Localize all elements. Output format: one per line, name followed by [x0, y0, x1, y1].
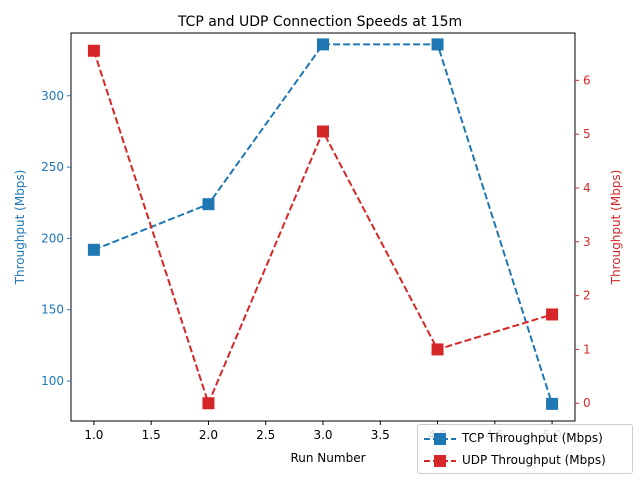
x-tick-label: 2.0: [199, 428, 218, 442]
legend-label-udp: UDP Throughput (Mbps): [462, 453, 606, 467]
y-right-tick-label: 5: [583, 127, 591, 141]
y-left-tick-label: 250: [41, 160, 64, 174]
series-0-point: [87, 243, 100, 256]
series-line-1: [92, 50, 553, 407]
x-tick-label: 1.5: [142, 428, 161, 442]
y-right-tick-label: 6: [583, 73, 591, 87]
y-left-tick-label: 150: [41, 303, 64, 317]
y-right-tick-label: 3: [583, 235, 591, 249]
series-1-point: [431, 343, 444, 356]
y-axis-left-label: Throughput (Mbps): [13, 170, 27, 286]
x-tick-label: 3.5: [371, 428, 390, 442]
series-0-point: [546, 397, 559, 410]
x-tick-label: 2.5: [256, 428, 275, 442]
plot-layer: [87, 38, 559, 410]
legend-item-udp: UDP Throughput (Mbps): [418, 450, 632, 472]
series-1-point: [317, 125, 329, 138]
y-left-tick-label: 100: [41, 374, 64, 388]
y-right-tick-label: 4: [583, 181, 591, 195]
chart-title: TCP and UDP Connection Speeds at 15m: [177, 14, 462, 30]
series-1-point: [87, 44, 100, 57]
plot-frame: [70, 32, 576, 422]
x-tick-label: 3.0: [313, 428, 332, 442]
y-right-tick-label: 2: [583, 289, 591, 303]
legend-label-tcp: TCP Throughput (Mbps): [462, 431, 603, 445]
series-0-point: [431, 38, 444, 51]
legend: TCP Throughput (Mbps) UDP Throughput (Mb…: [417, 424, 633, 474]
x-axis-label: Run Number: [290, 451, 365, 465]
y-axis-right: 0 1 2 3 4 5 6: [575, 73, 591, 410]
series-0-point: [202, 198, 215, 211]
series-1-point: [202, 397, 215, 410]
y-axis-right-label: Throughput (Mbps): [609, 170, 623, 286]
y-right-tick-label: 0: [583, 396, 591, 410]
y-left-tick-label: 300: [41, 89, 64, 103]
y-left-tick-label: 200: [41, 231, 64, 245]
series-0-point: [317, 38, 329, 51]
legend-item-tcp: TCP Throughput (Mbps): [418, 428, 632, 450]
series-1-point: [546, 308, 559, 321]
x-tick-label: 1.0: [84, 428, 103, 442]
y-right-tick-label: 1: [583, 342, 591, 356]
legend-swatch-udp: [424, 455, 456, 467]
legend-swatch-tcp: [424, 433, 456, 445]
y-axis-left: 100 150 200 250 300: [41, 89, 71, 388]
series-line-0: [93, 43, 554, 405]
